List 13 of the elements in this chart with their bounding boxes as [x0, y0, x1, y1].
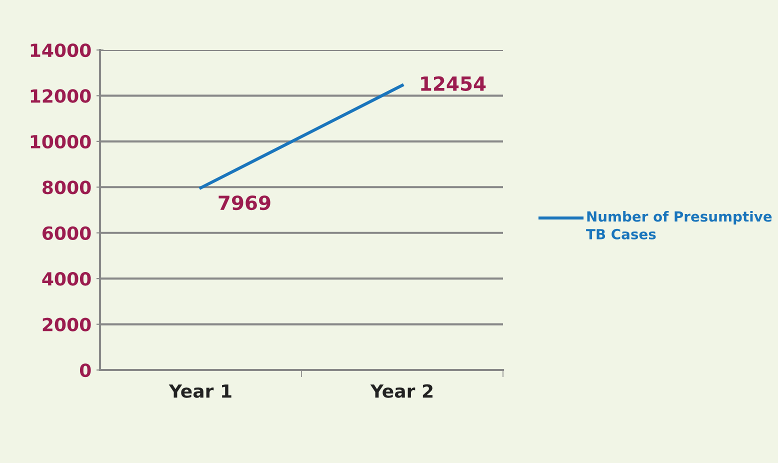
- y-tick-label: 14000: [30, 43, 91, 58]
- y-tick-label: 8000: [42, 180, 91, 194]
- legend-label: Number of Presumptive TB Cases: [586, 211, 772, 240]
- y-tick-label: 10000: [30, 134, 91, 149]
- y-tick-label: 2000: [42, 318, 91, 332]
- data-label: 12454: [421, 76, 486, 91]
- x-tick-label: Year 1: [168, 384, 232, 398]
- y-tick-label: 6000: [42, 226, 91, 240]
- x-tick-label: Year 2: [370, 384, 432, 398]
- y-tick-label: 0: [80, 363, 91, 378]
- y-tick-label: 12000: [30, 89, 91, 103]
- y-tick-label: 4000: [42, 272, 91, 286]
- data-label: 7969: [218, 195, 270, 210]
